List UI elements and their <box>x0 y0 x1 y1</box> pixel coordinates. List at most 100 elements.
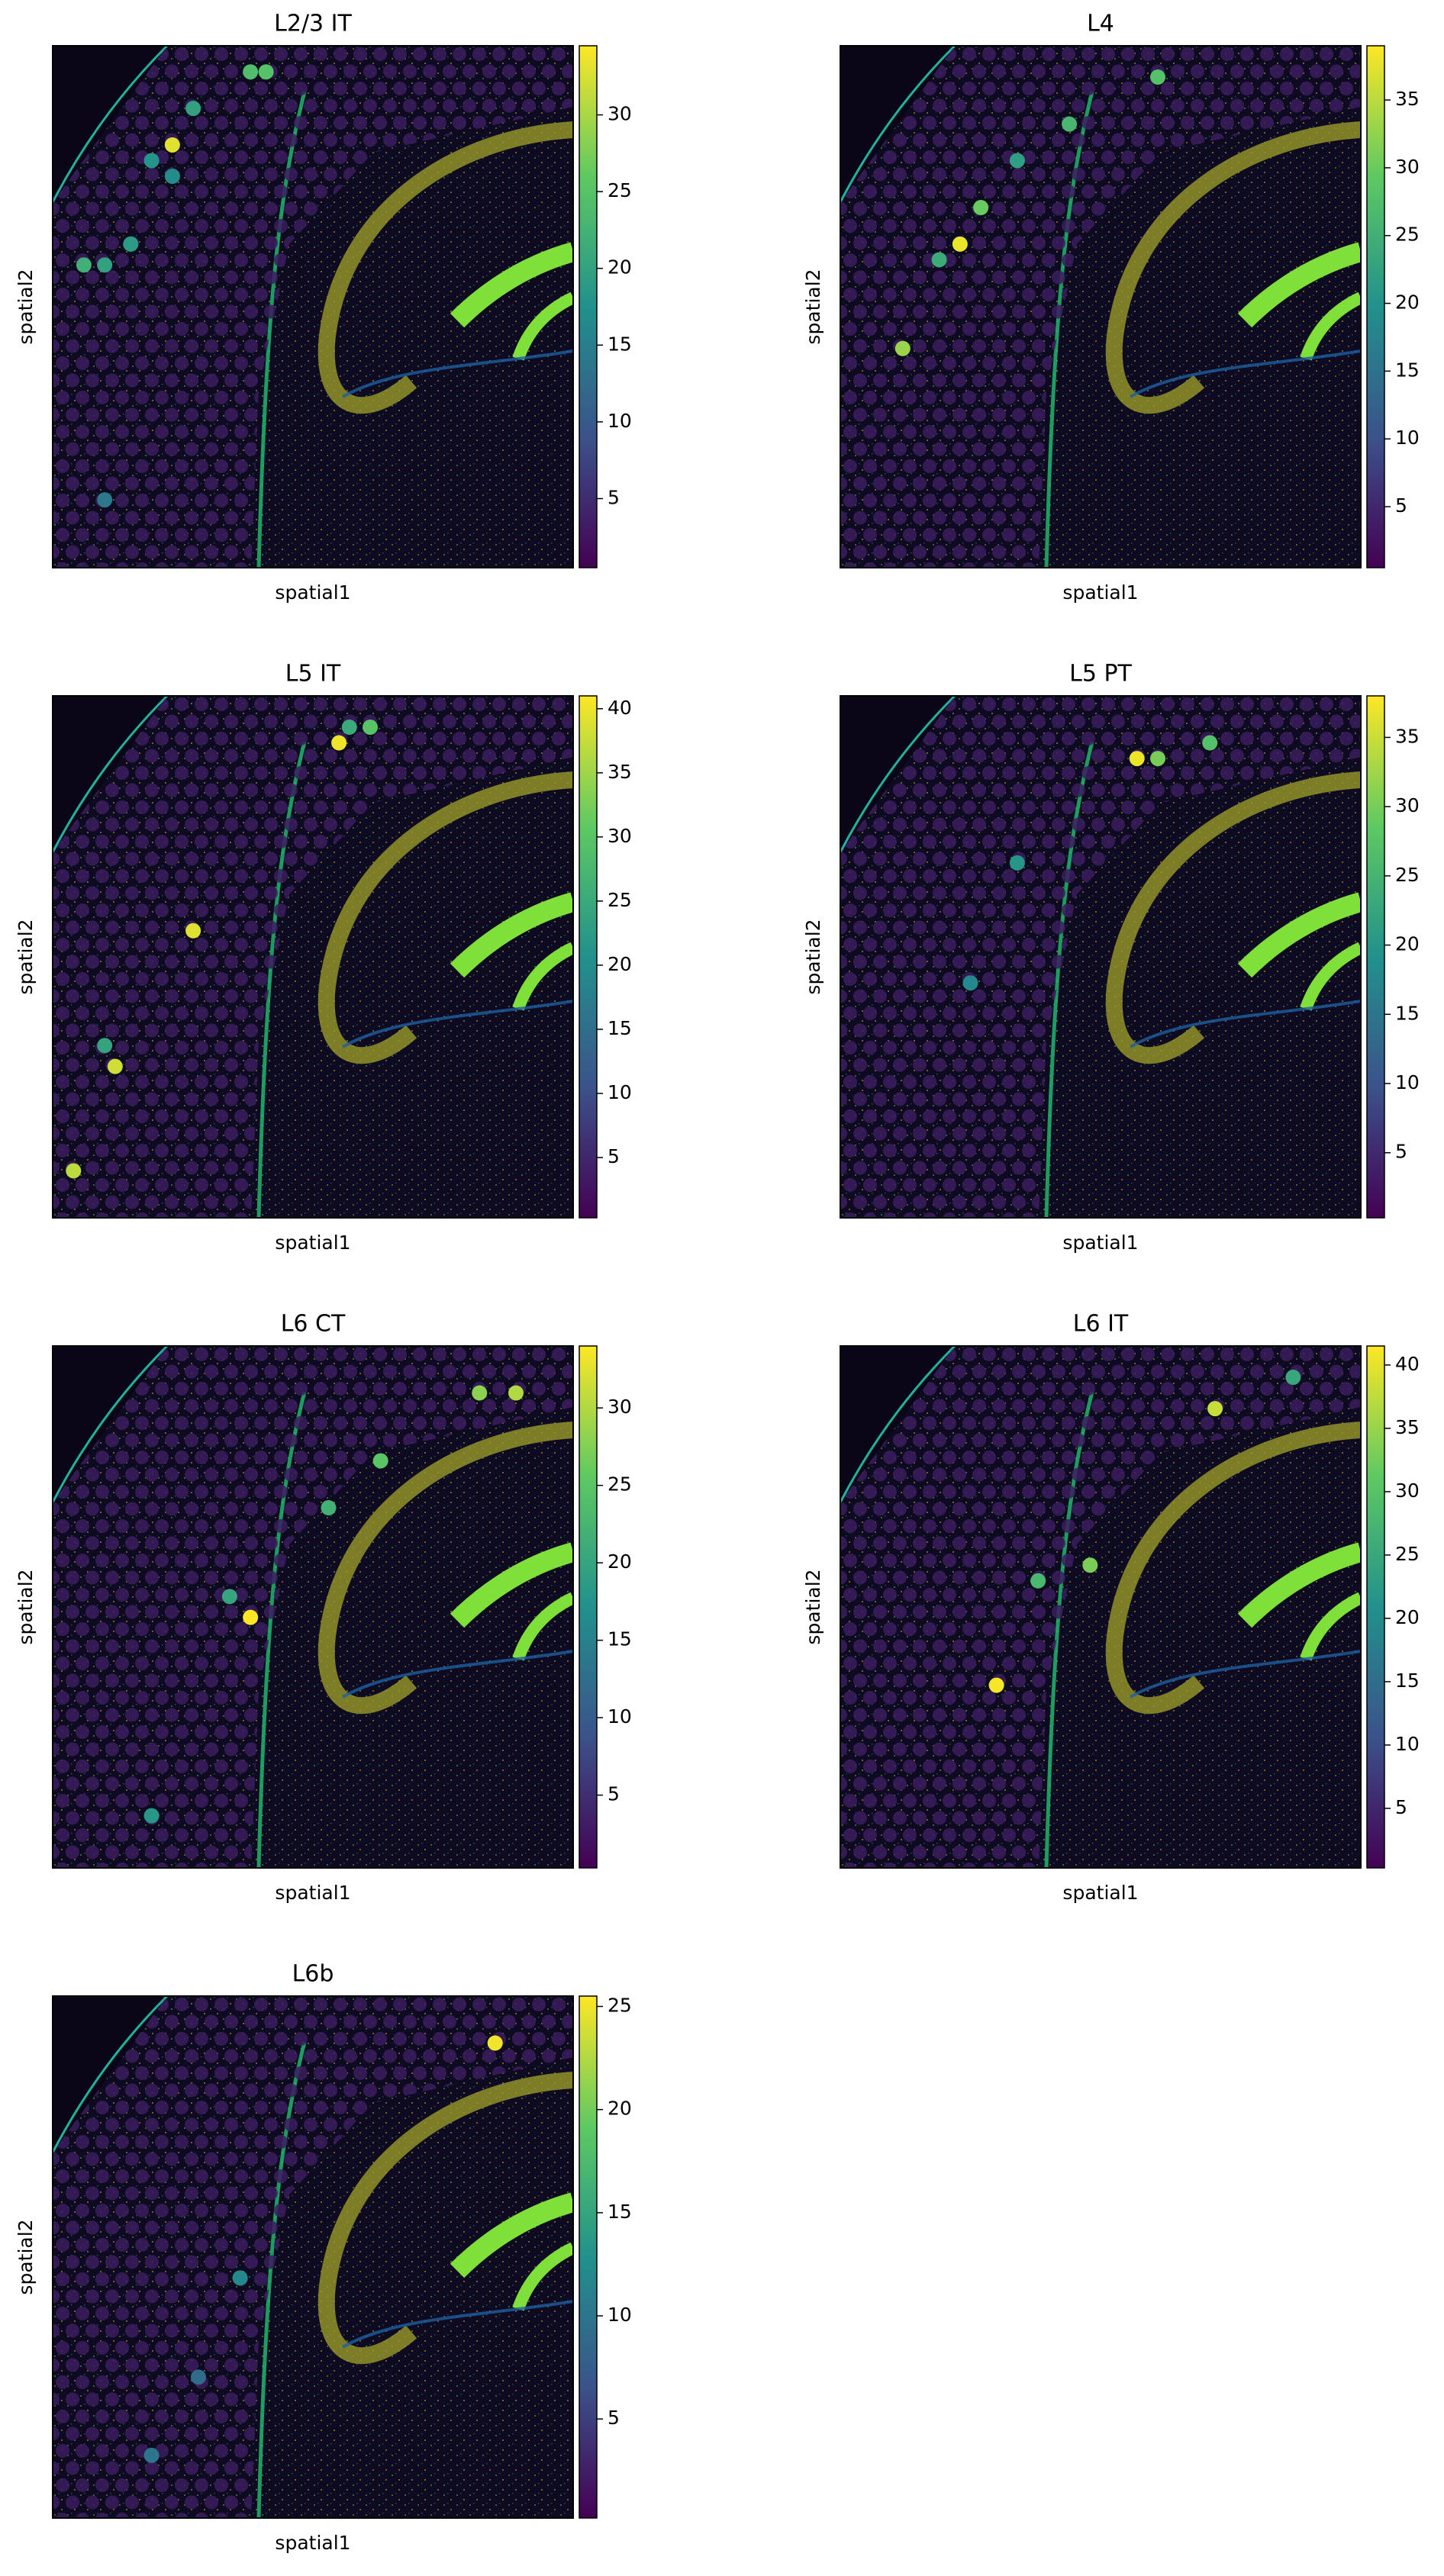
spot <box>97 257 113 273</box>
spot <box>143 2447 160 2463</box>
tissue-image <box>840 696 1361 1218</box>
tissue-image <box>53 1996 573 2518</box>
spot <box>243 64 259 80</box>
x-axis-label: spatial1 <box>275 1882 350 1904</box>
colorbar-tick-label: 25 <box>608 889 632 911</box>
colorbar-tick-label: 30 <box>1395 794 1420 816</box>
spot <box>185 101 201 117</box>
spot <box>1082 1557 1098 1573</box>
spot <box>1202 735 1218 751</box>
axes-frame <box>840 45 1362 568</box>
colorbar-tick-label: 30 <box>1395 1480 1420 1502</box>
x-axis-label: spatial1 <box>275 1232 350 1254</box>
axes-frame <box>52 1345 574 1869</box>
y-axis-label: spatial2 <box>15 919 37 994</box>
spot <box>1062 116 1078 132</box>
spot <box>97 492 113 508</box>
spot <box>363 720 379 736</box>
colorbar-gradient <box>579 45 598 568</box>
colorbar-tick-label: 5 <box>1395 1141 1407 1163</box>
spot <box>107 1058 123 1074</box>
panel: L6 CT spatial1 spatial2 5 10 15 20 25 30 <box>15 1311 632 1905</box>
x-axis-label: spatial1 <box>275 581 350 604</box>
spot <box>331 735 347 751</box>
colorbar-tick-label: 10 <box>608 2304 632 2326</box>
colorbar-tick-label: 30 <box>608 1396 632 1418</box>
colorbar-tick-label: 20 <box>608 953 632 975</box>
y-axis-label: spatial2 <box>15 1569 37 1644</box>
tissue-image <box>53 46 573 568</box>
colorbar-gradient <box>579 1345 598 1869</box>
colorbar: 5 10 15 20 25 30 <box>579 45 632 568</box>
colorbar-tick-label: 20 <box>1395 291 1420 314</box>
y-axis-label: spatial2 <box>802 269 824 344</box>
tissue-image <box>53 696 573 1218</box>
panel: L4 spatial1 spatial2 5 10 15 20 25 30 35 <box>802 11 1420 604</box>
colorbar-tick-label: 35 <box>608 761 632 783</box>
colorbar-gradient <box>579 695 598 1219</box>
x-axis-label: spatial1 <box>1062 581 1138 604</box>
colorbar: 5 10 15 20 25 30 35 <box>1366 45 1420 568</box>
panel: L5 IT spatial1 spatial2 5 10 15 20 25 30 35 40 <box>15 661 632 1254</box>
y-axis-label: spatial2 <box>802 1569 824 1644</box>
axes-frame <box>52 45 574 568</box>
colorbar-tick-label: 15 <box>1395 1670 1420 1692</box>
colorbar-tick-label: 20 <box>1395 1606 1420 1628</box>
spot <box>76 257 92 273</box>
axes-frame <box>840 695 1362 1219</box>
panel: L2/3 IT spatial1 spatial2 5 10 15 20 25 30 <box>15 11 632 604</box>
colorbar-tick-label: 15 <box>608 333 632 355</box>
panel: L6b spatial1 spatial2 5 10 15 20 25 <box>15 1961 632 2555</box>
spot <box>143 153 160 169</box>
spot <box>962 975 978 991</box>
spot <box>190 2369 206 2385</box>
colorbar-tick-label: 15 <box>1395 1002 1420 1024</box>
spot <box>487 2035 503 2051</box>
y-axis-label: spatial2 <box>15 269 37 344</box>
spot <box>1285 1370 1301 1386</box>
spot <box>143 1808 160 1824</box>
colorbar: 5 10 15 20 25 30 35 <box>1366 695 1420 1219</box>
spot <box>221 1589 237 1605</box>
spot <box>258 64 274 80</box>
spot <box>1150 69 1166 85</box>
colorbar-tick-label: 10 <box>608 1081 632 1103</box>
colorbar-tick-label: 10 <box>1395 427 1420 449</box>
panel-title: L2/3 IT <box>274 11 352 37</box>
axes-frame <box>840 1345 1362 1869</box>
spot <box>1030 1573 1046 1589</box>
spot <box>164 169 180 184</box>
colorbar: 5 10 15 20 25 30 <box>579 1345 632 1869</box>
colorbar-tick-label: 10 <box>608 1705 632 1728</box>
colorbar-tick-label: 35 <box>1395 1416 1420 1438</box>
colorbar-tick-label: 10 <box>608 410 632 432</box>
colorbar-tick-label: 10 <box>1395 1071 1420 1093</box>
colorbar-tick-label: 25 <box>1395 224 1420 246</box>
colorbar-tick-label: 25 <box>1395 1543 1420 1565</box>
colorbar-tick-label: 5 <box>608 2407 620 2429</box>
panel-title: L6 CT <box>281 1311 346 1338</box>
colorbar-gradient <box>1366 45 1385 568</box>
colorbar-tick-label: 5 <box>608 1145 620 1167</box>
colorbar-tick-label: 5 <box>608 1783 620 1805</box>
spot <box>97 1038 113 1054</box>
colorbar-tick-label: 25 <box>608 179 632 201</box>
panel-title: L5 IT <box>285 661 341 687</box>
x-axis-label: spatial1 <box>1062 1882 1138 1904</box>
colorbar-tick-label: 40 <box>1395 1353 1420 1375</box>
spot <box>952 236 968 252</box>
colorbar-tick-label: 15 <box>1395 359 1420 381</box>
spot <box>66 1163 82 1179</box>
tissue-image <box>840 1346 1361 1868</box>
panel-title: L5 PT <box>1069 661 1132 687</box>
colorbar-tick-label: 20 <box>608 1550 632 1573</box>
spot <box>1207 1401 1223 1417</box>
spot <box>1009 855 1025 871</box>
y-axis-label: spatial2 <box>15 2219 37 2294</box>
spot <box>988 1677 1004 1693</box>
colorbar-tick-label: 25 <box>1395 864 1420 886</box>
x-axis-label: spatial1 <box>275 2532 350 2554</box>
spot <box>973 200 989 216</box>
spot <box>185 923 201 939</box>
